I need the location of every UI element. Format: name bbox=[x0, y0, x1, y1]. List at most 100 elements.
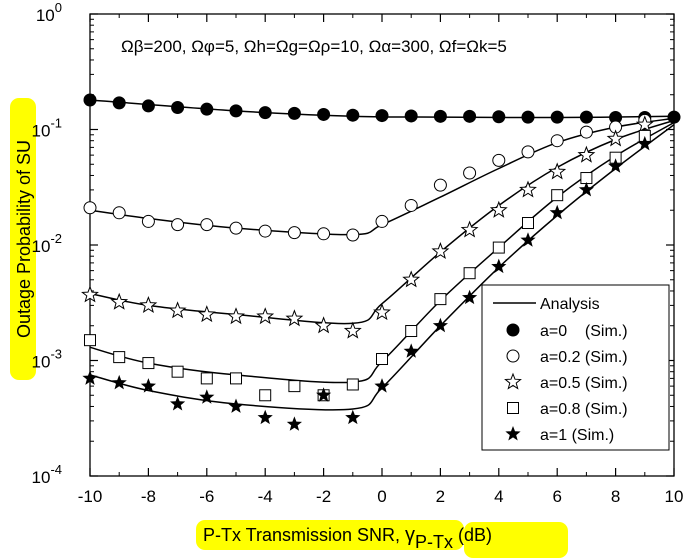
x-axis-title-main: P-Tx Transmission SNR, bbox=[203, 525, 405, 545]
sim-point-a=0.5 bbox=[227, 307, 245, 325]
sim-point-a=0.8 bbox=[288, 380, 301, 393]
sim-point-a=1 bbox=[345, 409, 361, 425]
sim-point-a=0.5 bbox=[197, 305, 216, 323]
simulation-markers bbox=[81, 93, 681, 431]
sim-point-a=0.8 bbox=[405, 325, 418, 338]
y-tick-label: 100 bbox=[36, 0, 62, 25]
sim-point-a=0 bbox=[346, 108, 360, 122]
sim-point-a=0.5 bbox=[402, 270, 421, 288]
legend-box bbox=[481, 284, 670, 451]
legend-label: a=0.5 (Sim.) bbox=[540, 375, 628, 392]
sim-point-a=1 bbox=[170, 396, 186, 411]
x-tick-label: -8 bbox=[141, 487, 156, 506]
sim-point-a=1 bbox=[316, 387, 332, 402]
legend-label: a=0 (Sim.) bbox=[540, 323, 628, 340]
sim-point-a=0 bbox=[229, 104, 243, 118]
y-axis-title-text: Outage Probability of SU bbox=[14, 140, 34, 338]
sim-point-a=0 bbox=[667, 110, 681, 124]
x-tick-label: -10 bbox=[78, 487, 103, 506]
sim-point-a=1 bbox=[228, 398, 244, 413]
sim-point-a=0.5 bbox=[256, 307, 275, 325]
sim-point-a=0.5 bbox=[81, 285, 99, 303]
sim-point-a=0 bbox=[463, 109, 477, 123]
sim-point-a=0.2 bbox=[579, 125, 593, 139]
sim-point-a=0.5 bbox=[139, 296, 158, 314]
x-axis-title-highlight-sub bbox=[464, 522, 568, 558]
y-tick-label: 10-4 bbox=[32, 462, 62, 487]
sim-point-a=0.8 bbox=[522, 217, 534, 230]
legend-label: a=1 (Sim.) bbox=[540, 427, 614, 444]
sim-point-a=0.8 bbox=[230, 372, 242, 385]
y-tick-base: 10 bbox=[32, 122, 51, 141]
sim-point-a=0.8 bbox=[492, 241, 505, 254]
y-axis-title: Outage Probability of SU bbox=[10, 98, 36, 380]
sim-point-a=1 bbox=[549, 204, 565, 220]
sim-point-a=0.5 bbox=[577, 145, 596, 163]
x-tick-label: -4 bbox=[258, 487, 273, 506]
x-axis-title-unit: (dB) bbox=[453, 525, 492, 545]
sim-point-a=0.2 bbox=[492, 153, 506, 167]
sim-point-a=0.8 bbox=[434, 293, 447, 306]
x-tick-label: 6 bbox=[552, 487, 561, 506]
y-tick-base: 10 bbox=[36, 6, 55, 25]
sim-point-a=0 bbox=[404, 109, 418, 123]
sim-point-a=1 bbox=[578, 181, 594, 197]
sim-point-a=0.5 bbox=[606, 129, 625, 147]
x-tick-label: 8 bbox=[611, 487, 620, 506]
sim-point-a=0 bbox=[171, 101, 185, 115]
sim-point-a=0.2 bbox=[229, 221, 243, 235]
sim-point-a=0.8 bbox=[171, 365, 184, 378]
x-axis-title-symbol: γ bbox=[405, 524, 415, 546]
sim-point-a=0 bbox=[287, 106, 301, 120]
sim-point-a=1 bbox=[608, 158, 624, 173]
sim-point-a=0 bbox=[375, 109, 389, 123]
sim-point-a=0 bbox=[521, 110, 535, 124]
legend: Analysis a=0 (Sim.) a=0.2 (Sim.) a=0.5 (Si… bbox=[481, 284, 670, 451]
sim-point-a=1 bbox=[432, 317, 448, 333]
sim-point-a=0.2 bbox=[200, 218, 214, 232]
sim-point-a=0 bbox=[83, 93, 97, 107]
sim-point-a=0.8 bbox=[376, 353, 388, 366]
sim-point-a=0 bbox=[492, 110, 506, 124]
x-axis-title-subscript: P-Tx bbox=[415, 532, 453, 552]
legend-marker-a=0.8 bbox=[507, 402, 519, 414]
sim-point-a=0.8 bbox=[142, 357, 155, 370]
sim-point-a=0.8 bbox=[200, 372, 213, 385]
sim-point-a=1 bbox=[199, 389, 215, 404]
sim-point-a=1 bbox=[491, 258, 507, 274]
sim-point-a=0.5 bbox=[548, 162, 567, 180]
sim-point-a=0.8 bbox=[84, 334, 96, 347]
sim-point-a=0 bbox=[112, 96, 126, 110]
sim-point-a=0.8 bbox=[259, 389, 272, 402]
axis-ticks bbox=[89, 13, 675, 477]
sim-point-a=1 bbox=[462, 289, 478, 305]
x-tick-label: 10 bbox=[665, 487, 684, 506]
legend-marker-a=0.5 bbox=[504, 372, 522, 390]
sim-point-a=0.2 bbox=[258, 224, 272, 238]
sim-point-a=0.5 bbox=[343, 321, 362, 339]
sim-point-a=0.2 bbox=[83, 201, 97, 215]
sim-point-a=0.5 bbox=[635, 115, 654, 133]
sim-point-a=0.5 bbox=[373, 303, 391, 321]
x-axis-title-highlight-main bbox=[196, 520, 464, 550]
sim-point-a=0 bbox=[200, 102, 214, 116]
sim-point-a=0.8 bbox=[113, 351, 126, 364]
sim-point-a=1 bbox=[637, 135, 653, 151]
sim-point-a=0.2 bbox=[112, 206, 126, 220]
sim-point-a=0.2 bbox=[346, 228, 360, 242]
y-tick-label: 10-3 bbox=[32, 347, 62, 372]
sim-point-a=0.5 bbox=[489, 200, 508, 218]
analysis-line-a=0.5 bbox=[89, 119, 675, 325]
sim-point-a=0 bbox=[609, 111, 623, 125]
y-tick-exponent: -3 bbox=[50, 347, 62, 362]
sim-point-a=0 bbox=[258, 106, 272, 120]
sim-point-a=1 bbox=[286, 416, 302, 431]
sim-point-a=0.5 bbox=[285, 309, 304, 327]
x-axis-title: P-Tx Transmission SNR, γP-Tx (dB) bbox=[196, 520, 568, 558]
x-tick-label: -6 bbox=[199, 487, 214, 506]
sim-point-a=0.8 bbox=[551, 189, 564, 202]
x-tick-label: 2 bbox=[436, 487, 445, 506]
sim-point-a=0.2 bbox=[433, 178, 447, 192]
